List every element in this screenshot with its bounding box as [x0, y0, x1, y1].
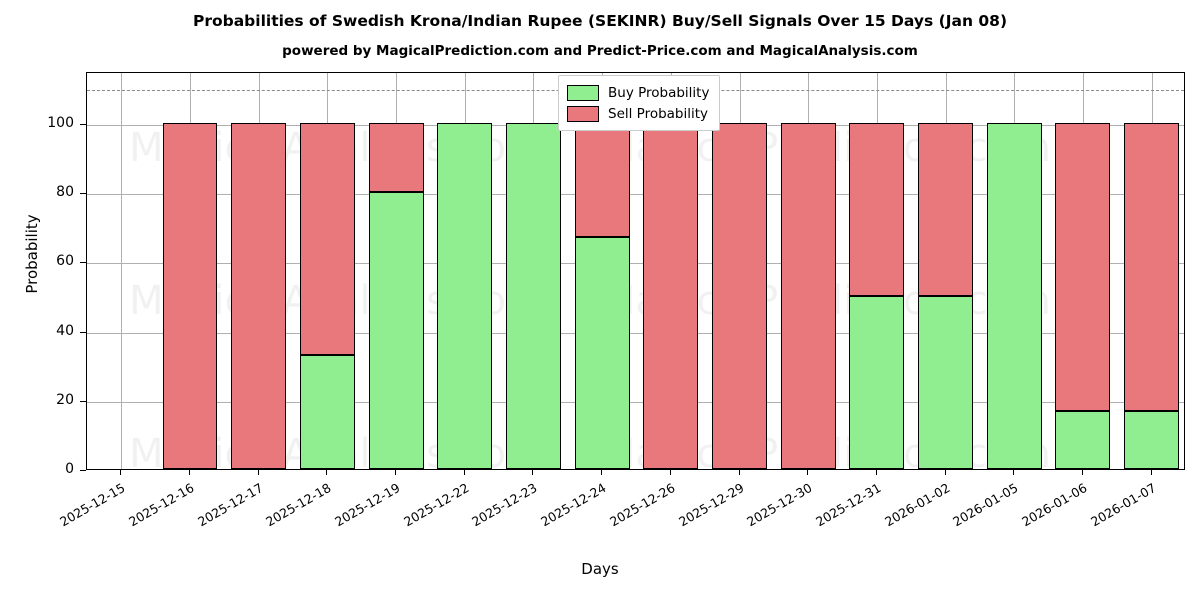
- legend-swatch-sell: [567, 105, 599, 122]
- x-axis-tick: [120, 470, 122, 475]
- plot-area: MagicalAnalysis.comMagicalPrediction.com…: [86, 72, 1185, 470]
- x-axis-tick: [1081, 470, 1083, 475]
- y-axis-tick-label: 80: [56, 184, 74, 201]
- legend-item-buy: Buy Probability: [567, 82, 709, 103]
- bar-segment-sell[interactable]: [643, 122, 699, 469]
- bar-segment-buy[interactable]: [986, 122, 1042, 469]
- bar-segment-buy[interactable]: [849, 295, 905, 469]
- bar-stack[interactable]: [780, 73, 836, 469]
- bar-segment-buy[interactable]: [1124, 411, 1180, 469]
- legend-item-sell: Sell Probability: [567, 103, 709, 124]
- x-axis-tick: [532, 470, 534, 475]
- bar-stack[interactable]: [849, 73, 905, 469]
- x-axis-tick: [257, 470, 259, 475]
- x-axis-tick: [669, 470, 671, 475]
- bar-segment-sell[interactable]: [574, 122, 630, 238]
- bar-stack[interactable]: [986, 73, 1042, 469]
- x-axis-tick: [738, 470, 740, 475]
- bar-segment-sell[interactable]: [162, 122, 218, 469]
- bar-segment-buy[interactable]: [1055, 411, 1111, 469]
- legend-swatch-buy: [567, 84, 599, 101]
- x-axis-tick: [189, 470, 191, 475]
- bar-segment-sell[interactable]: [231, 122, 287, 469]
- bar-stack[interactable]: [299, 73, 355, 469]
- y-gridline: [87, 194, 1184, 196]
- bar-stack[interactable]: [437, 73, 493, 469]
- bar-stack[interactable]: [1055, 73, 1111, 469]
- bar-stack[interactable]: [918, 73, 974, 469]
- x-axis-tick: [875, 470, 877, 475]
- x-axis-tick: [1150, 470, 1152, 475]
- chart-title: Probabilities of Swedish Krona/Indian Ru…: [192, 12, 1008, 30]
- x-axis-tick: [1013, 470, 1015, 475]
- x-axis-title: Days: [581, 560, 619, 578]
- bar-segment-buy[interactable]: [918, 295, 974, 469]
- bar-stack[interactable]: [574, 73, 630, 469]
- bar-segment-sell[interactable]: [849, 122, 905, 296]
- bar-segment-sell[interactable]: [1055, 122, 1111, 412]
- x-axis-tick: [601, 470, 603, 475]
- y-gridline: [87, 263, 1184, 265]
- bar-segment-sell[interactable]: [299, 122, 355, 355]
- y-axis-tick: [80, 262, 86, 264]
- x-gridline: [121, 73, 123, 469]
- bar-segment-buy[interactable]: [574, 237, 630, 469]
- bar-stack[interactable]: [712, 73, 767, 469]
- y-axis-tick: [80, 331, 86, 333]
- bar-segment-buy[interactable]: [505, 122, 561, 469]
- bar-segment-sell[interactable]: [1124, 122, 1180, 412]
- x-axis-tick: [463, 470, 465, 475]
- y-axis-tick: [80, 470, 86, 471]
- bar-segment-sell[interactable]: [918, 122, 974, 296]
- y-axis-tick-label: 0: [65, 461, 74, 477]
- bar-segment-buy[interactable]: [437, 122, 493, 469]
- legend-label-sell: Sell Probability: [608, 105, 709, 122]
- y-axis-tick: [80, 400, 86, 402]
- x-axis-tick: [944, 470, 946, 475]
- y-axis-tick: [80, 193, 86, 195]
- chart-subtitle: powered by MagicalPrediction.com and Pre…: [282, 43, 918, 59]
- bar-stack[interactable]: [643, 73, 699, 469]
- y-axis-tick: [80, 123, 86, 125]
- bar-stack[interactable]: [1124, 73, 1180, 469]
- bar-stack[interactable]: [231, 73, 287, 469]
- bar-segment-buy[interactable]: [368, 192, 424, 469]
- y-gridline: [87, 401, 1184, 403]
- bar-stack[interactable]: [505, 73, 561, 469]
- bar-segment-buy[interactable]: [299, 354, 355, 469]
- y-axis-tick-label: 40: [56, 322, 74, 339]
- y-axis-tick-label: 60: [56, 253, 74, 270]
- bar-stack[interactable]: [368, 73, 424, 469]
- bar-stack[interactable]: [162, 73, 218, 469]
- legend-label-buy: Buy Probability: [608, 84, 710, 101]
- x-axis-tick: [807, 470, 809, 475]
- y-axis-tick-label: 20: [56, 391, 74, 408]
- x-axis-tick: [395, 470, 397, 475]
- bar-segment-sell[interactable]: [712, 122, 767, 469]
- y-gridline: [87, 332, 1184, 334]
- x-axis-tick: [326, 470, 328, 475]
- y-axis-tick-label: 100: [47, 114, 74, 131]
- bar-segment-sell[interactable]: [780, 122, 836, 469]
- chart-legend: Buy Probability Sell Probability: [558, 75, 721, 131]
- bar-segment-sell[interactable]: [368, 122, 424, 193]
